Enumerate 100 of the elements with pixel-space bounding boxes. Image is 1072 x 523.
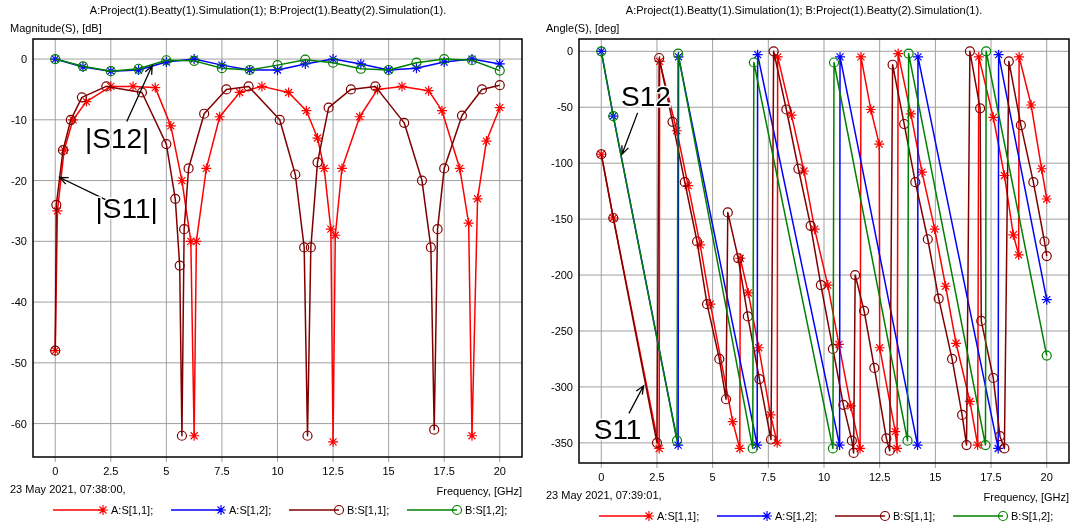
point [854, 442, 866, 455]
y-tick-label: -30 [11, 235, 27, 248]
y-tick-label: -40 [11, 296, 27, 309]
point [1041, 294, 1053, 306]
point [742, 311, 753, 322]
point [494, 102, 506, 114]
x-tick-label: 20 [1040, 471, 1053, 483]
y-tick-label: -300 [550, 380, 573, 393]
point [325, 223, 337, 235]
point [734, 442, 746, 455]
point [318, 162, 330, 175]
point [399, 117, 410, 128]
y-tick-label: -60 [11, 417, 27, 430]
point [999, 443, 1010, 454]
point [742, 287, 754, 299]
point [396, 80, 408, 92]
y-tick-label: -150 [550, 213, 573, 226]
point [183, 163, 194, 174]
point [323, 102, 334, 113]
legend-label: B:S[1,1]; [347, 504, 390, 516]
text: 23 May 2021, 07:39:01, [546, 489, 662, 501]
point [912, 51, 924, 63]
point [463, 217, 475, 229]
point [828, 57, 840, 68]
point [905, 108, 917, 120]
point [673, 48, 684, 59]
point [283, 86, 295, 99]
point [691, 236, 703, 247]
point [764, 409, 777, 421]
legend-label: A:S[1,2]; [775, 510, 818, 522]
point [214, 111, 226, 123]
point [1041, 350, 1052, 361]
point [704, 298, 717, 310]
point [243, 81, 254, 92]
point [653, 442, 665, 455]
point [272, 60, 283, 71]
y-tick-label: -20 [11, 174, 27, 187]
point [858, 305, 870, 316]
point [174, 260, 185, 271]
point [494, 58, 506, 70]
point [299, 242, 310, 253]
y-axis-title: Angle(S), [deg] [546, 22, 620, 34]
legend-label: A:S[1,1]; [111, 504, 154, 516]
point [1003, 56, 1014, 67]
point [371, 83, 384, 96]
point [992, 442, 1004, 455]
point [976, 315, 987, 327]
point [747, 443, 758, 454]
point [651, 437, 663, 448]
point [221, 84, 232, 95]
point [80, 95, 92, 108]
x-tick-label: 0 [598, 471, 605, 483]
x-tick-label: 0 [52, 465, 59, 477]
y-tick-label: -250 [550, 324, 573, 337]
legend-label: B:S[1,2]; [1011, 510, 1054, 522]
x-tick-label: 17.5 [433, 465, 455, 477]
point [765, 434, 777, 445]
x-tick-label: 7.5 [214, 465, 230, 477]
point [781, 104, 792, 115]
x-tick-label: 12.5 [868, 471, 891, 483]
point [127, 80, 139, 92]
point [176, 430, 188, 441]
point [471, 193, 484, 205]
point [785, 109, 798, 121]
x-tick-label: 7.5 [760, 471, 776, 483]
x-tick-label: 10 [271, 465, 284, 477]
point [850, 269, 861, 281]
y-tick-label: 0 [566, 45, 573, 58]
point [105, 80, 117, 92]
point [1025, 99, 1037, 111]
point [946, 353, 958, 365]
point [848, 447, 859, 459]
point [940, 280, 952, 292]
point [423, 85, 435, 97]
point [1013, 51, 1025, 63]
point [911, 439, 924, 451]
point [916, 166, 928, 178]
point [51, 199, 62, 210]
point [1028, 177, 1039, 188]
point [305, 242, 316, 253]
y-tick-label: -100 [550, 157, 573, 170]
point [299, 58, 311, 70]
point [975, 103, 986, 114]
point [327, 57, 339, 68]
point [753, 342, 765, 354]
point [694, 239, 706, 251]
point [300, 105, 312, 117]
point [179, 224, 190, 235]
point [846, 435, 857, 446]
point [456, 110, 468, 121]
point [899, 118, 910, 130]
point [1013, 249, 1025, 261]
x-tick-label: 5 [163, 465, 170, 477]
annotation: |S11| [95, 192, 158, 224]
point [370, 81, 381, 92]
point [679, 177, 690, 188]
point [805, 220, 816, 231]
point [793, 163, 804, 174]
point [929, 223, 941, 235]
point [809, 223, 821, 235]
